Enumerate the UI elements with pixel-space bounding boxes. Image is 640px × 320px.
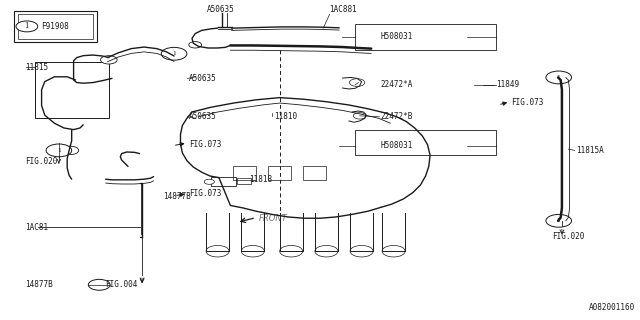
Bar <box>268 166 291 180</box>
Circle shape <box>350 245 373 257</box>
Text: 1AC81: 1AC81 <box>26 223 49 232</box>
Text: 1: 1 <box>24 22 29 30</box>
Bar <box>35 62 109 118</box>
Text: 11818: 11818 <box>250 175 273 184</box>
Circle shape <box>161 47 187 60</box>
Text: 22472*B: 22472*B <box>381 112 413 121</box>
Text: H508031: H508031 <box>381 141 413 150</box>
Text: A50635: A50635 <box>189 112 216 121</box>
Text: F91908: F91908 <box>41 22 68 31</box>
Text: A50635: A50635 <box>207 5 235 14</box>
Circle shape <box>204 179 214 184</box>
Bar <box>355 130 496 155</box>
Text: 11815A: 11815A <box>576 146 604 155</box>
Text: FIG.020: FIG.020 <box>26 157 58 166</box>
Text: A082001160: A082001160 <box>589 303 635 312</box>
Text: FIG.073: FIG.073 <box>189 140 221 148</box>
Circle shape <box>546 71 572 84</box>
Text: 22472*A: 22472*A <box>381 80 413 89</box>
Text: 1: 1 <box>172 51 176 56</box>
Circle shape <box>315 245 338 257</box>
Circle shape <box>349 79 365 86</box>
Circle shape <box>241 245 264 257</box>
Circle shape <box>353 113 366 119</box>
Circle shape <box>280 245 303 257</box>
Circle shape <box>206 245 229 257</box>
Circle shape <box>189 42 202 48</box>
Text: 1: 1 <box>557 75 561 80</box>
Text: 1: 1 <box>57 148 61 153</box>
Text: FIG.004: FIG.004 <box>106 280 138 289</box>
Text: 1: 1 <box>557 218 561 223</box>
Circle shape <box>88 279 110 290</box>
Text: 14877B: 14877B <box>26 280 53 289</box>
Text: 11849: 11849 <box>496 80 519 89</box>
Circle shape <box>382 245 405 257</box>
Text: A50635: A50635 <box>189 74 216 83</box>
Bar <box>18 14 93 39</box>
Bar <box>233 166 256 180</box>
Circle shape <box>46 144 72 157</box>
Bar <box>303 166 326 180</box>
Text: H508031: H508031 <box>381 32 413 41</box>
Text: FRONT: FRONT <box>259 214 288 223</box>
Bar <box>14 11 97 42</box>
Text: 11815: 11815 <box>26 63 49 72</box>
Circle shape <box>546 214 572 227</box>
Text: FIG.073: FIG.073 <box>189 189 221 198</box>
Text: 14877B: 14877B <box>163 192 191 201</box>
Text: 11810: 11810 <box>274 112 297 121</box>
Bar <box>237 178 251 184</box>
Text: FIG.020: FIG.020 <box>552 232 584 241</box>
Text: 1AC881: 1AC881 <box>330 5 357 14</box>
Bar <box>355 24 496 50</box>
Circle shape <box>100 56 117 64</box>
Bar <box>211 177 236 186</box>
Text: FIG.073: FIG.073 <box>511 98 543 107</box>
Circle shape <box>62 146 79 155</box>
Circle shape <box>16 21 38 32</box>
